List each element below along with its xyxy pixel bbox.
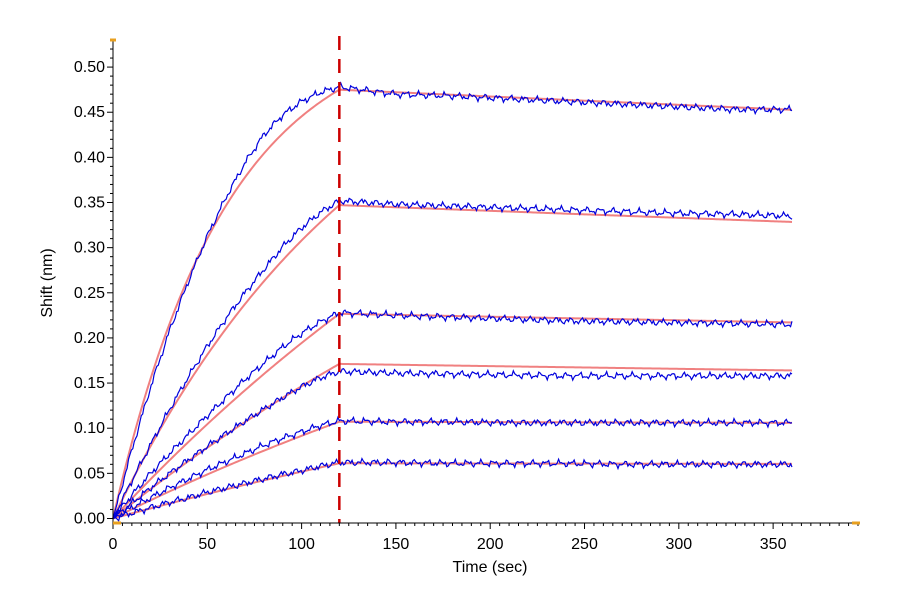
y-tick-label: 0.45 (74, 104, 105, 121)
fit-curve-5 (112, 420, 792, 520)
data-trace-5 (112, 415, 793, 520)
y-tick-label: 0.20 (74, 330, 105, 347)
y-axis-title: Shift (nm) (39, 248, 56, 317)
y-tick-label: 0.00 (74, 510, 105, 527)
y-tick-label: 0.25 (74, 285, 105, 302)
fit-curve-4 (112, 362, 793, 520)
data-trace-4 (112, 367, 793, 519)
y-tick-label: 0.05 (74, 465, 105, 482)
fit-curves (112, 88, 793, 520)
data-trace-1 (112, 81, 793, 519)
y-tick-label: 0.50 (74, 59, 105, 76)
data-trace-2 (112, 196, 793, 519)
y-tick-label: 0.30 (74, 240, 105, 257)
x-tick-label: 200 (477, 536, 504, 553)
x-ticks: 0 50 100 150 200 250 300 350 (109, 523, 859, 553)
y-tick-label: 0.15 (74, 375, 105, 392)
x-tick-label: 300 (665, 536, 692, 553)
data-trace-3 (112, 308, 793, 519)
x-tick-label: 50 (198, 536, 216, 553)
x-tick-label: 350 (760, 536, 787, 553)
x-tick-label: 250 (571, 536, 598, 553)
y-tick-label: 0.10 (74, 420, 105, 437)
data-traces (112, 81, 793, 522)
axis-end-markers (110, 38, 860, 525)
x-tick-label: 150 (383, 536, 410, 553)
fit-curve-1 (112, 88, 793, 519)
data-trace-6 (112, 457, 793, 522)
y-tick-label: 0.40 (74, 149, 105, 166)
axes: 0 50 100 150 200 250 300 350 0.000.050.100.150.… (74, 38, 860, 553)
x-axis-title: Time (sec) (453, 559, 528, 576)
x-tick-label: 0 (109, 536, 118, 553)
y-tick-label: 0.35 (74, 195, 105, 212)
fit-curve-2 (112, 204, 793, 519)
y-ticks: 0.00 0.05 0.10 0.15 0.20 0.25 0.30 0.35 0.40 0.45… (74, 48, 113, 527)
x-tick-label: 100 (288, 536, 315, 553)
